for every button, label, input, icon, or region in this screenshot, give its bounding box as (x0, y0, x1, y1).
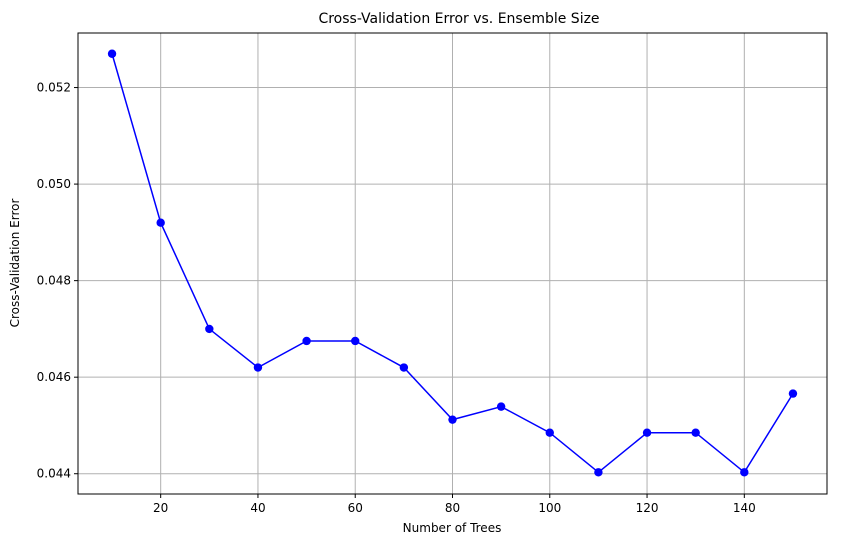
y-tick-label: 0.046 (37, 370, 71, 384)
data-point (642, 428, 652, 437)
y-tick-label: 0.050 (37, 177, 71, 191)
data-point (788, 389, 798, 398)
data-point (448, 415, 457, 424)
y-axis-label: Cross-Validation Error (8, 199, 22, 328)
data-point (496, 402, 506, 411)
data-point (740, 468, 749, 477)
data-point (156, 218, 165, 227)
x-axis-label: Number of Trees (403, 521, 502, 535)
data-point (253, 363, 263, 372)
data-point (302, 336, 311, 346)
chart-title: Cross-Validation Error vs. Ensemble Size (318, 11, 599, 27)
data-point (205, 324, 214, 334)
y-tick-label: 0.048 (37, 274, 71, 288)
ticks: 20 40 60 80 100 120 140 0.044 0.046 0.048 0.050 0.0… (37, 81, 756, 515)
x-tick-label: 140 (733, 501, 756, 515)
x-tick-label: 60 (348, 501, 363, 515)
x-tick-label: 80 (445, 501, 460, 515)
grid (78, 33, 827, 494)
x-tick-label: 120 (636, 501, 659, 515)
data-point (351, 336, 360, 346)
y-tick-label: 0.044 (37, 467, 71, 481)
x-tick-label: 100 (538, 501, 561, 515)
series-layer (107, 49, 798, 477)
y-tick-label: 0.052 (37, 81, 71, 95)
data-point (107, 49, 117, 58)
data-point (594, 468, 603, 477)
data-point (691, 428, 700, 437)
x-tick-label: 40 (250, 501, 265, 515)
x-tick-label: 20 (153, 501, 168, 515)
data-point (545, 428, 554, 437)
data-point (399, 363, 409, 372)
